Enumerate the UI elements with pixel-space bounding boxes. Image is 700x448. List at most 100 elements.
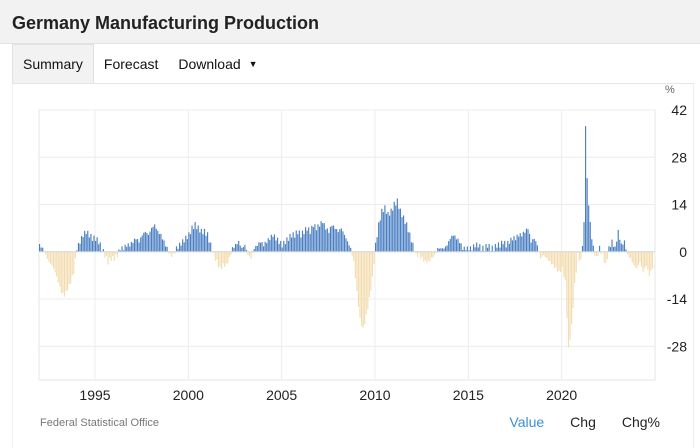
tab-bar: Summary Forecast Download ▼: [12, 44, 694, 84]
bar: [572, 251, 574, 309]
toggle-chg[interactable]: Chg: [570, 414, 596, 430]
bar: [469, 246, 472, 252]
bar: [494, 244, 496, 252]
bar: [283, 240, 285, 252]
bar: [547, 251, 549, 261]
bar: [189, 234, 192, 252]
bar: [622, 244, 624, 252]
bar: [353, 251, 355, 262]
bar: [569, 251, 571, 340]
bar: [417, 251, 419, 258]
bar: [340, 228, 342, 252]
bar: [112, 251, 114, 257]
bar: [40, 247, 42, 252]
bar: [434, 251, 436, 255]
bar: [144, 231, 146, 252]
bar: [180, 245, 182, 252]
bar: [648, 251, 650, 277]
toggle-chg-pct[interactable]: Chg%: [621, 414, 660, 430]
bar: [121, 246, 123, 252]
bar: [216, 251, 218, 260]
bar: [564, 251, 566, 281]
bar: [105, 251, 108, 256]
bar: [113, 251, 115, 261]
bar: [197, 225, 199, 252]
bar: [270, 234, 272, 252]
tab-summary[interactable]: Summary: [12, 44, 94, 83]
bar: [371, 251, 374, 277]
bar: [317, 224, 319, 252]
bar: [292, 232, 294, 252]
bar: [256, 245, 258, 252]
bar: [560, 251, 562, 272]
bar: [242, 247, 244, 252]
bar: [119, 250, 122, 252]
bar: [637, 251, 640, 266]
bar: [73, 251, 75, 274]
bar: [631, 251, 633, 263]
bar: [448, 241, 450, 252]
bar: [399, 208, 402, 252]
bar: [497, 242, 500, 252]
x-tick-label: 1995: [79, 387, 110, 403]
bar: [527, 229, 529, 252]
bar: [350, 247, 352, 252]
bar: [426, 251, 428, 264]
bar: [507, 240, 509, 252]
bar: [530, 242, 532, 252]
bar: [443, 248, 445, 252]
bar: [239, 245, 241, 252]
bar: [222, 251, 224, 264]
tab-download[interactable]: Download ▼: [168, 44, 267, 83]
bar: [137, 238, 139, 252]
bar: [147, 234, 150, 252]
bar: [76, 250, 78, 252]
bar: [473, 244, 475, 252]
bar: [588, 205, 590, 252]
bar: [519, 233, 521, 252]
bar: [415, 251, 417, 254]
bar: [230, 251, 232, 255]
bar: [636, 251, 638, 269]
bar: [301, 230, 304, 252]
x-tick-label: 2015: [453, 387, 484, 403]
bar: [623, 240, 626, 252]
y-tick-label: -14: [667, 291, 687, 307]
bar: [48, 251, 50, 262]
bar: [59, 251, 61, 287]
bar: [364, 251, 366, 325]
bar: [244, 244, 246, 252]
bar: [382, 212, 384, 252]
bar: [403, 215, 405, 252]
bar: [611, 239, 613, 252]
bar: [253, 248, 255, 252]
bar: [535, 241, 537, 252]
bar: [354, 251, 356, 278]
bar: [431, 251, 433, 258]
bar: [592, 245, 594, 252]
bar: [625, 249, 627, 252]
bar: [471, 250, 473, 252]
tab-forecast[interactable]: Forecast: [103, 55, 159, 72]
bar: [236, 244, 238, 252]
bar: [446, 245, 448, 252]
bar: [606, 251, 608, 260]
bar: [311, 225, 313, 252]
bar: [468, 250, 470, 252]
bar: [196, 229, 198, 252]
bar: [227, 251, 229, 264]
bar: [115, 251, 117, 255]
bar: [389, 215, 391, 252]
bar: [286, 237, 288, 252]
bar: [77, 242, 80, 252]
bar: [174, 251, 176, 254]
bar: [213, 251, 215, 253]
toggle-value[interactable]: Value: [509, 414, 545, 430]
bar: [459, 243, 461, 252]
bar: [412, 242, 414, 252]
bar: [177, 248, 179, 252]
bar: [599, 245, 601, 252]
bar: [308, 227, 310, 252]
bar: [171, 251, 173, 257]
bar: [558, 251, 560, 271]
